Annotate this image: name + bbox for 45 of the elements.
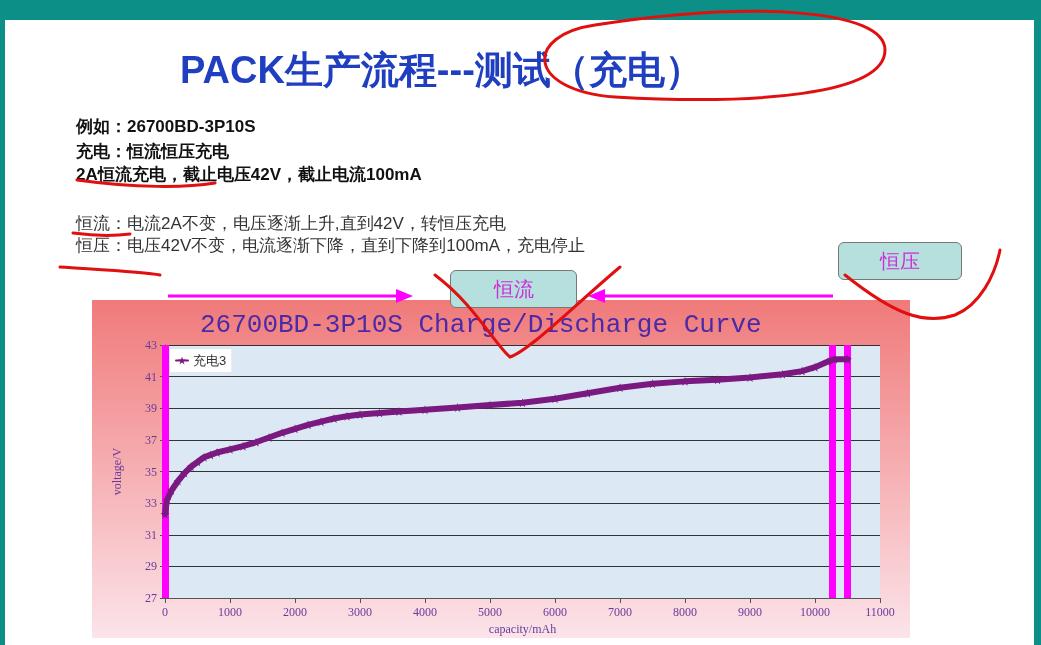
point — [843, 354, 852, 364]
point — [648, 379, 657, 389]
legend-label: 充电3 — [193, 353, 227, 368]
x-tick-label: 0 — [162, 605, 168, 619]
point — [453, 402, 462, 412]
x-tick-label: 1000 — [218, 605, 242, 619]
y-tick-label: 41 — [145, 369, 157, 384]
point — [375, 408, 384, 418]
text: 恒压 — [838, 242, 962, 280]
x-tick-label: 7000 — [608, 605, 632, 619]
y-tick-label: 39 — [145, 401, 157, 416]
y-tick-label: 27 — [145, 591, 157, 605]
x-tick-label: 9000 — [738, 605, 762, 619]
point — [180, 468, 189, 478]
y-tick-label: 33 — [145, 496, 157, 511]
x-tick-label: 11000 — [865, 605, 895, 619]
y-tick-label: 31 — [145, 527, 157, 542]
point — [206, 450, 215, 460]
text: 例如：26700BD-3P10S — [76, 116, 256, 138]
x-axis-title: capacity/mAh — [488, 621, 557, 636]
x-tick-label: 8000 — [673, 605, 697, 619]
x-tick-label: 4000 — [413, 605, 437, 619]
text: 恒流 — [450, 270, 577, 308]
y-axis-title: voltage/V — [110, 447, 124, 496]
text: 恒流：电流2A不变，电压逐渐上升,直到42V，转恒压充电 — [76, 213, 506, 235]
text: 2A恒流充电，截止电压42V，截止电流100mA — [76, 164, 422, 186]
x-tick-label: 2000 — [283, 605, 307, 619]
text: 充电：恒流恒压充电 — [76, 141, 229, 163]
x-tick-label: 5000 — [478, 605, 502, 619]
y-tick-label: 37 — [145, 432, 157, 447]
text: 恒压：电压42V不变，电流逐渐下降，直到下降到100mA，充电停止 — [76, 235, 586, 257]
x-tick-label: 3000 — [348, 605, 372, 619]
point — [518, 398, 527, 408]
x-tick-label: 10000 — [800, 605, 830, 619]
y-tick-label: 35 — [145, 464, 157, 479]
y-tick-label: 29 — [145, 559, 157, 574]
chart-title: PACK生产流程---测试（充电） — [180, 48, 703, 93]
point — [173, 476, 183, 486]
point — [713, 375, 722, 385]
y-tick-label: 43 — [145, 338, 157, 352]
point — [778, 369, 787, 379]
point — [193, 457, 202, 467]
point — [830, 354, 839, 364]
x-tick-label: 6000 — [543, 605, 567, 619]
point — [583, 388, 592, 398]
